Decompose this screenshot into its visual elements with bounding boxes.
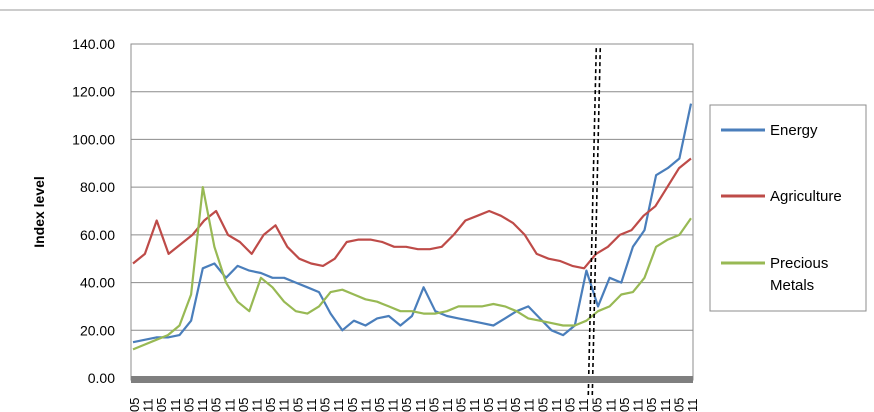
- y-axis-ticks: 0.00 20.00 40.00 60.00 80.00 100.00 120.00 140.…: [72, 36, 115, 386]
- x-tick-label: 05: [263, 398, 278, 412]
- x-tick-label: 11: [249, 399, 264, 412]
- y-tick-label: 80.00: [80, 179, 115, 195]
- x-tick-label: 05: [671, 398, 686, 412]
- series-lines: [132, 103, 693, 351]
- x-tick-label: 05: [426, 398, 441, 412]
- series-line-precious-metals: [132, 186, 692, 351]
- x-tick-label: 11: [658, 399, 673, 412]
- marker-dash: [587, 46, 598, 396]
- x-tick-label: 05: [644, 398, 659, 412]
- y-tick-label: 100.00: [72, 131, 115, 147]
- x-tick-label: 11: [413, 399, 428, 412]
- x-tick-label: 05: [290, 398, 305, 412]
- x-axis-band: [131, 376, 693, 383]
- x-axis-ticks: 0511051105110511051105110511051105110511…: [127, 398, 700, 412]
- x-tick-label: 11: [386, 399, 401, 412]
- series-line-agriculture: [132, 157, 692, 270]
- legend-box: [709, 104, 867, 312]
- x-tick-label: 11: [304, 399, 319, 412]
- x-tick-label: 11: [631, 399, 646, 412]
- y-tick-label: 120.00: [72, 84, 115, 100]
- marker-dash: [591, 46, 602, 396]
- x-tick-label: 05: [563, 398, 578, 412]
- x-tick-label: 11: [603, 399, 618, 412]
- x-tick-label: 05: [345, 398, 360, 412]
- x-tick-label: 05: [454, 398, 469, 412]
- x-tick-label: 05: [590, 398, 605, 412]
- x-tick-label: 05: [209, 398, 224, 412]
- legend-label: Agriculture: [770, 188, 842, 205]
- legend-label: Energy: [770, 122, 818, 139]
- x-tick-label: 11: [440, 399, 455, 412]
- x-tick-label: 11: [467, 399, 482, 412]
- x-tick-label: 11: [494, 399, 509, 412]
- x-tick-label: 05: [154, 398, 169, 412]
- x-tick-label: 11: [195, 399, 210, 412]
- y-tick-label: 140.00: [72, 36, 115, 52]
- x-tick-label: 05: [508, 398, 523, 412]
- x-tick-label: 11: [168, 399, 183, 412]
- x-tick-label: 11: [685, 399, 700, 412]
- x-tick-label: 11: [331, 399, 346, 412]
- x-tick-label: 05: [236, 398, 251, 412]
- legend-label: Precious Metals: [770, 255, 828, 294]
- y-tick-label: 0.00: [88, 370, 115, 386]
- legend: Energy Agriculture Precious Metals: [709, 104, 867, 312]
- y-axis-label: Index level: [31, 176, 47, 248]
- y-tick-label: 60.00: [80, 227, 115, 243]
- x-tick-label: 05: [372, 398, 387, 412]
- x-tick-label: 11: [549, 399, 564, 412]
- x-tick-label: 11: [141, 399, 156, 412]
- x-tick-label: 11: [358, 399, 373, 412]
- x-tick-label: 11: [576, 399, 591, 412]
- x-tick-label: 11: [222, 399, 237, 412]
- x-tick-label: 11: [522, 399, 537, 412]
- y-tick-label: 40.00: [80, 275, 115, 291]
- series-line-energy: [132, 103, 693, 344]
- y-tick-label: 20.00: [80, 322, 115, 338]
- vertical-marker: [587, 46, 602, 396]
- x-tick-label: 05: [318, 398, 333, 412]
- x-tick-label: 05: [617, 398, 632, 412]
- x-tick-label: 05: [127, 398, 142, 412]
- x-tick-label: 11: [277, 399, 292, 412]
- x-tick-label: 05: [181, 398, 196, 412]
- x-tick-label: 05: [481, 398, 496, 412]
- x-tick-label: 05: [399, 398, 414, 412]
- x-tick-label: 05: [535, 398, 550, 412]
